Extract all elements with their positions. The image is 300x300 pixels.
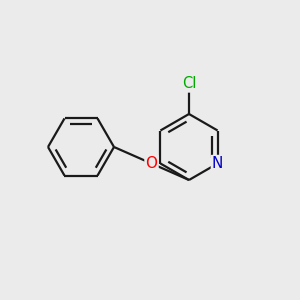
Text: Cl: Cl [182,76,196,92]
Text: O: O [146,156,158,171]
Text: N: N [212,156,223,171]
